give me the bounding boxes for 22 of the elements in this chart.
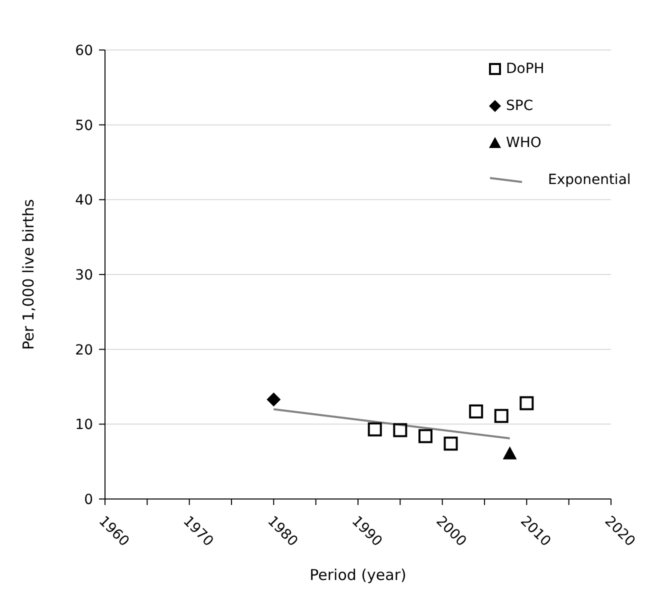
point <box>393 423 408 438</box>
y-tick-label: 0 <box>84 492 93 508</box>
x-axis-title: Period (year) <box>310 566 406 584</box>
legend-label: WHO <box>506 134 542 150</box>
y-tick-label: 30 <box>75 267 93 284</box>
point <box>502 446 517 460</box>
legend-label: DoPH <box>506 60 544 76</box>
point <box>266 392 281 406</box>
y-tick-label: 50 <box>75 118 93 134</box>
point <box>520 396 534 410</box>
point <box>469 404 484 418</box>
point <box>444 436 458 451</box>
y-tick-label: 10 <box>75 417 93 434</box>
point <box>368 422 382 436</box>
y-tick-label: 60 <box>75 42 93 59</box>
point <box>418 429 432 444</box>
legend-label: Exponential <box>548 172 631 188</box>
y-tick-label: 20 <box>75 342 93 358</box>
y-axis-title: Per 1,000 live births <box>19 198 38 350</box>
y-tick-label: 40 <box>75 192 93 209</box>
point <box>494 408 508 423</box>
legend-label: SPC <box>506 98 534 114</box>
